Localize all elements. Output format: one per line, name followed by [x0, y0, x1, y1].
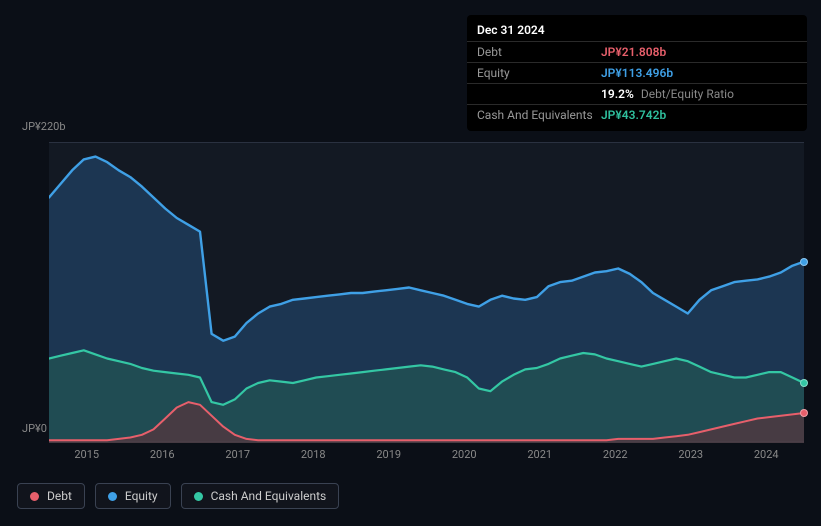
tooltip-row-debt: Debt JP¥21.808b — [467, 41, 807, 62]
chart-tooltip: Dec 31 2024 Debt JP¥21.808b Equity JP¥11… — [467, 15, 807, 131]
chart-area: JP¥220b JP¥0 201520162017201820192020202… — [17, 120, 807, 470]
tooltip-label-ratio — [477, 87, 601, 101]
x-tick-label: 2024 — [729, 448, 805, 464]
legend-item-debt[interactable]: Debt — [17, 483, 85, 509]
x-tick-label: 2015 — [49, 448, 125, 464]
end-marker-cash — [800, 379, 808, 387]
legend-label-equity: Equity — [125, 489, 158, 503]
end-marker-debt — [800, 409, 808, 417]
tooltip-date: Dec 31 2024 — [467, 21, 807, 41]
chart-plot[interactable] — [49, 142, 804, 442]
y-axis-bottom-label: JP¥0 — [22, 422, 47, 435]
legend-dot-debt — [30, 492, 39, 501]
chart-legend: Debt Equity Cash And Equivalents — [17, 483, 339, 509]
legend-label-cash: Cash And Equivalents — [211, 489, 327, 503]
tooltip-label-equity: Equity — [477, 66, 601, 80]
end-marker-equity — [800, 258, 808, 266]
x-axis-labels: 2015201620172018201920202021202220232024 — [49, 448, 804, 464]
x-tick-label: 2016 — [125, 448, 201, 464]
legend-label-debt: Debt — [47, 489, 72, 503]
legend-item-equity[interactable]: Equity — [95, 483, 171, 509]
legend-dot-equity — [108, 492, 117, 501]
tooltip-row-ratio: 19.2% Debt/Equity Ratio — [467, 83, 807, 104]
chart-svg — [49, 143, 804, 443]
x-tick-label: 2017 — [200, 448, 276, 464]
legend-dot-cash — [194, 492, 203, 501]
tooltip-value-debt: JP¥21.808b — [601, 45, 666, 59]
tooltip-value-ratio: 19.2% Debt/Equity Ratio — [601, 87, 734, 101]
tooltip-ratio-num: 19.2% — [601, 87, 634, 101]
tooltip-value-equity: JP¥113.496b — [601, 66, 673, 80]
y-axis-top-label: JP¥220b — [22, 120, 66, 133]
x-tick-label: 2022 — [578, 448, 654, 464]
tooltip-ratio-suffix: Debt/Equity Ratio — [641, 87, 734, 101]
x-tick-label: 2018 — [276, 448, 352, 464]
legend-item-cash[interactable]: Cash And Equivalents — [181, 483, 340, 509]
x-tick-label: 2019 — [351, 448, 427, 464]
x-tick-label: 2021 — [502, 448, 578, 464]
tooltip-label-debt: Debt — [477, 45, 601, 59]
tooltip-row-equity: Equity JP¥113.496b — [467, 62, 807, 83]
x-tick-label: 2020 — [427, 448, 503, 464]
x-tick-label: 2023 — [653, 448, 729, 464]
